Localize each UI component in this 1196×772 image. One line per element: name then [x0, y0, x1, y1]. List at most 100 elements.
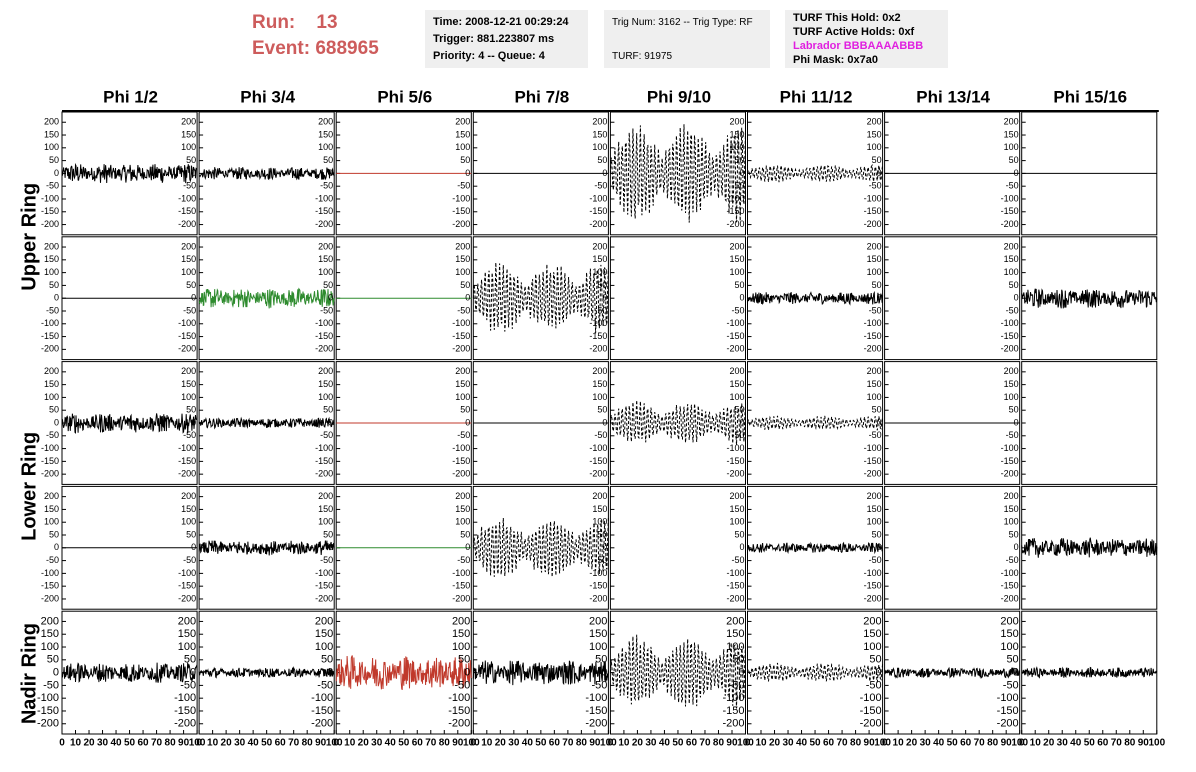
y-tick-label: 100: [726, 641, 744, 653]
x-tick-label: 90: [315, 738, 327, 749]
y-tick-label: 200: [455, 366, 470, 376]
x-tick-label: 30: [1057, 738, 1069, 749]
y-tick-label: -100: [589, 568, 607, 578]
y-tick-label: -200: [452, 469, 470, 479]
y-tick-label: -150: [41, 456, 59, 466]
y-tick-label: -100: [864, 193, 882, 203]
y-tick-label: 100: [1004, 142, 1019, 152]
x-tick-label: 100: [1148, 738, 1165, 749]
y-tick-label: -50: [183, 555, 196, 565]
y-tick-label: -100: [1001, 193, 1019, 203]
info-line: TURF: 91975: [612, 51, 673, 62]
y-tick-label: -200: [1001, 469, 1019, 479]
y-tick-label: 150: [455, 254, 470, 264]
y-tick-label: -50: [454, 679, 470, 691]
y-tick-label: -100: [178, 443, 196, 453]
y-tick-label: 150: [729, 129, 744, 139]
y-tick-label: 50: [323, 280, 333, 290]
y-tick-label: 50: [734, 155, 744, 165]
x-tick-label: 10: [1030, 738, 1042, 749]
y-tick-label: 50: [49, 155, 59, 165]
y-tick-label: -150: [452, 331, 470, 341]
x-tick-label: 10: [481, 738, 493, 749]
y-tick-label: -50: [46, 181, 59, 191]
waveform: [472, 262, 609, 334]
y-tick-label: -200: [864, 344, 882, 354]
y-tick-label: 200: [455, 241, 470, 251]
y-tick-label: -200: [178, 344, 196, 354]
y-tick-label: -150: [860, 705, 882, 717]
info-line: TURF This Hold: 0x2: [793, 12, 901, 24]
y-tick-label: -150: [585, 705, 607, 717]
y-tick-label: 100: [318, 517, 333, 527]
y-tick-label: -50: [731, 305, 744, 315]
y-tick-label: 150: [592, 129, 607, 139]
y-tick-label: 150: [318, 254, 333, 264]
x-tick-label: 60: [960, 738, 972, 749]
y-tick-label: 100: [729, 267, 744, 277]
run-label: Run:: [252, 12, 296, 33]
y-tick-label: 100: [181, 142, 196, 152]
x-tick-label: 50: [261, 738, 273, 749]
x-tick-label: 100: [463, 738, 480, 749]
y-tick-label: 50: [460, 280, 470, 290]
y-tick-label: 100: [589, 641, 607, 653]
waveform: [1021, 537, 1158, 558]
waveform: [61, 413, 198, 434]
y-tick-label: -200: [860, 718, 882, 730]
x-tick-label: 70: [562, 738, 574, 749]
y-tick-label: 200: [867, 241, 882, 251]
y-tick-label: 0: [328, 293, 333, 303]
y-tick-label: 100: [181, 267, 196, 277]
x-tick-label: 20: [83, 738, 95, 749]
waveform: [198, 540, 335, 556]
y-tick-label: -200: [589, 219, 607, 229]
y-tick-label: 50: [732, 654, 744, 666]
y-tick-label: 0: [54, 168, 59, 178]
x-tick-label: 90: [178, 738, 190, 749]
y-tick-label: 200: [181, 117, 196, 127]
y-tick-label: -50: [46, 555, 59, 565]
info-line: TURF Active Holds: 0xf: [793, 26, 915, 38]
y-tick-label: -200: [585, 718, 607, 730]
y-tick-label: 50: [186, 405, 196, 415]
x-tick-label: 100: [737, 738, 754, 749]
y-tick-label: -200: [589, 593, 607, 603]
y-tick-label: 100: [592, 517, 607, 527]
y-tick-label: 200: [318, 366, 333, 376]
y-tick-label: -150: [726, 331, 744, 341]
panel: [472, 236, 609, 361]
y-tick-label: 100: [729, 517, 744, 527]
y-tick-label: -150: [311, 705, 333, 717]
y-tick-label: 100: [867, 267, 882, 277]
y-tick-label: 100: [452, 641, 470, 653]
y-tick-label: -200: [726, 344, 744, 354]
y-tick-label: 150: [867, 129, 882, 139]
x-tick-label: 70: [1111, 738, 1123, 749]
y-tick-label: 100: [455, 517, 470, 527]
y-tick-label: 200: [181, 241, 196, 251]
x-tick-label: 70: [151, 738, 163, 749]
y-tick-label: 200: [44, 491, 59, 501]
x-tick-label: 10: [207, 738, 219, 749]
event-label: Event:: [252, 38, 311, 59]
y-tick-label: -150: [589, 456, 607, 466]
y-tick-label: 50: [734, 280, 744, 290]
y-tick-label: -200: [997, 718, 1019, 730]
y-tick-label: 200: [1000, 615, 1018, 627]
column-header: Phi 3/4: [240, 87, 295, 106]
x-tick-label: 100: [326, 738, 343, 749]
x-tick-label: 70: [425, 738, 437, 749]
y-tick-label: -100: [726, 568, 744, 578]
x-tick-label: 10: [755, 738, 767, 749]
y-tick-label: -150: [178, 581, 196, 591]
y-tick-label: -100: [448, 692, 470, 704]
x-tick-label: 80: [576, 738, 588, 749]
y-tick-label: -50: [731, 181, 744, 191]
x-tick-label: 40: [385, 738, 397, 749]
y-tick-label: -200: [1001, 344, 1019, 354]
waveform: [198, 166, 335, 181]
y-tick-label: 150: [44, 379, 59, 389]
y-tick-label: 0: [327, 667, 333, 679]
y-tick-label: -50: [731, 430, 744, 440]
